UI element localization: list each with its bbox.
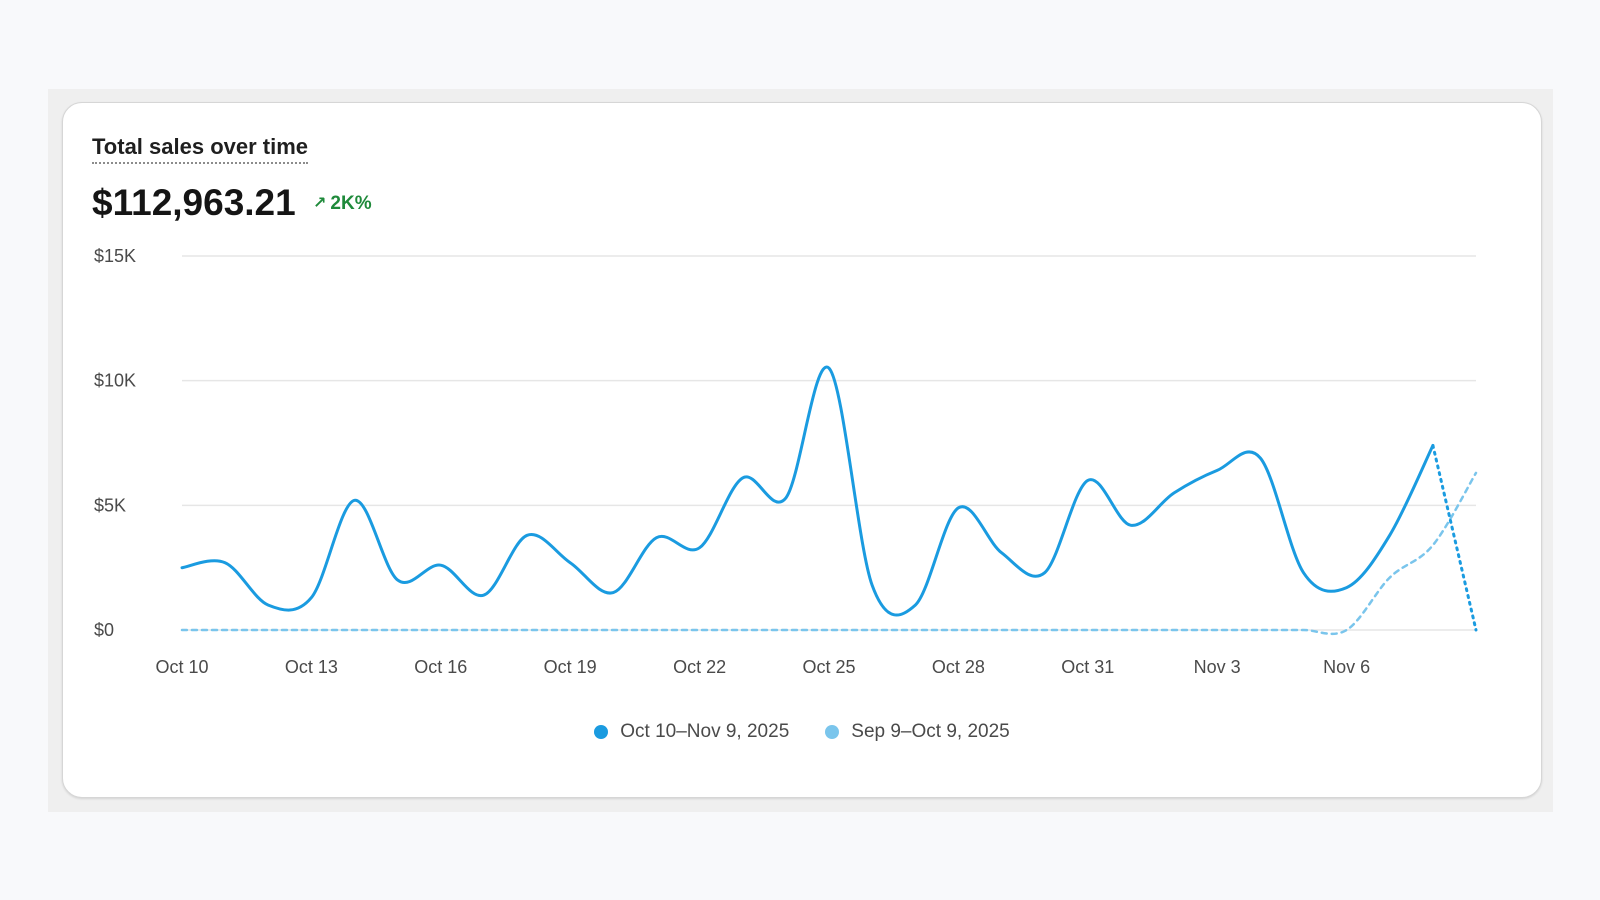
legend-item-previous[interactable]: Sep 9–Oct 9, 2025: [825, 721, 1010, 743]
chart-legend: Oct 10–Nov 9, 2025 Sep 9–Oct 9, 2025: [63, 721, 1541, 743]
x-tick-label: Oct 25: [802, 657, 855, 677]
legend-dot-previous: [825, 725, 840, 739]
legend-label-previous: Sep 9–Oct 9, 2025: [851, 721, 1010, 742]
total-sales-value: $112,963.21: [92, 182, 296, 223]
legend-item-current[interactable]: Oct 10–Nov 9, 2025: [594, 721, 789, 743]
x-tick-label: Oct 28: [932, 657, 985, 677]
x-tick-label: Oct 22: [673, 657, 726, 677]
y-tick-label: $10K: [94, 371, 136, 391]
x-tick-label: Oct 13: [285, 657, 338, 677]
y-tick-label: $5K: [94, 495, 126, 515]
change-badge: ↗ 2K%: [313, 193, 372, 215]
series-line-previous[interactable]: [180, 471, 1478, 636]
legend-dot-current: [594, 725, 609, 739]
y-tick-label: $0: [94, 620, 114, 640]
card-title[interactable]: Total sales over time: [92, 134, 309, 164]
x-tick-label: Oct 16: [414, 657, 467, 677]
y-tick-label: $15K: [94, 246, 136, 266]
sales-card: Total sales over time $112,963.21 ↗ 2K% …: [62, 102, 1542, 798]
series-line-current[interactable]: [180, 365, 1435, 617]
series-line-current-partial[interactable]: [1431, 444, 1478, 632]
legend-label-current: Oct 10–Nov 9, 2025: [620, 721, 790, 742]
x-tick-label: Oct 31: [1061, 657, 1114, 677]
change-value: 2K%: [330, 193, 372, 214]
x-tick-label: Nov 3: [1194, 657, 1241, 677]
arrow-up-right-icon: ↗: [313, 195, 327, 212]
x-tick-label: Nov 6: [1323, 657, 1370, 677]
x-tick-label: Oct 10: [155, 657, 208, 677]
sales-line-chart[interactable]: $0 $5K $10K $15K Oct 10 Oct 13 Oct 16 Oct 19 Oc…: [63, 103, 1541, 713]
x-tick-label: Oct 19: [544, 657, 597, 677]
